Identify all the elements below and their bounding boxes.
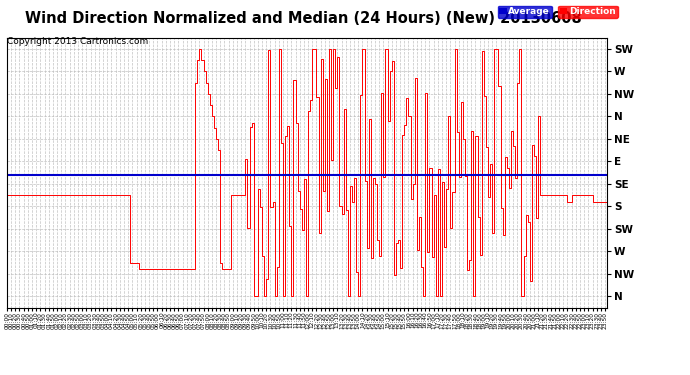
Text: Copyright 2013 Cartronics.com: Copyright 2013 Cartronics.com <box>7 38 148 46</box>
Legend: Average: Average <box>497 6 552 18</box>
Text: Wind Direction Normalized and Median (24 Hours) (New) 20130608: Wind Direction Normalized and Median (24… <box>26 11 582 26</box>
Legend: Direction: Direction <box>558 6 618 18</box>
